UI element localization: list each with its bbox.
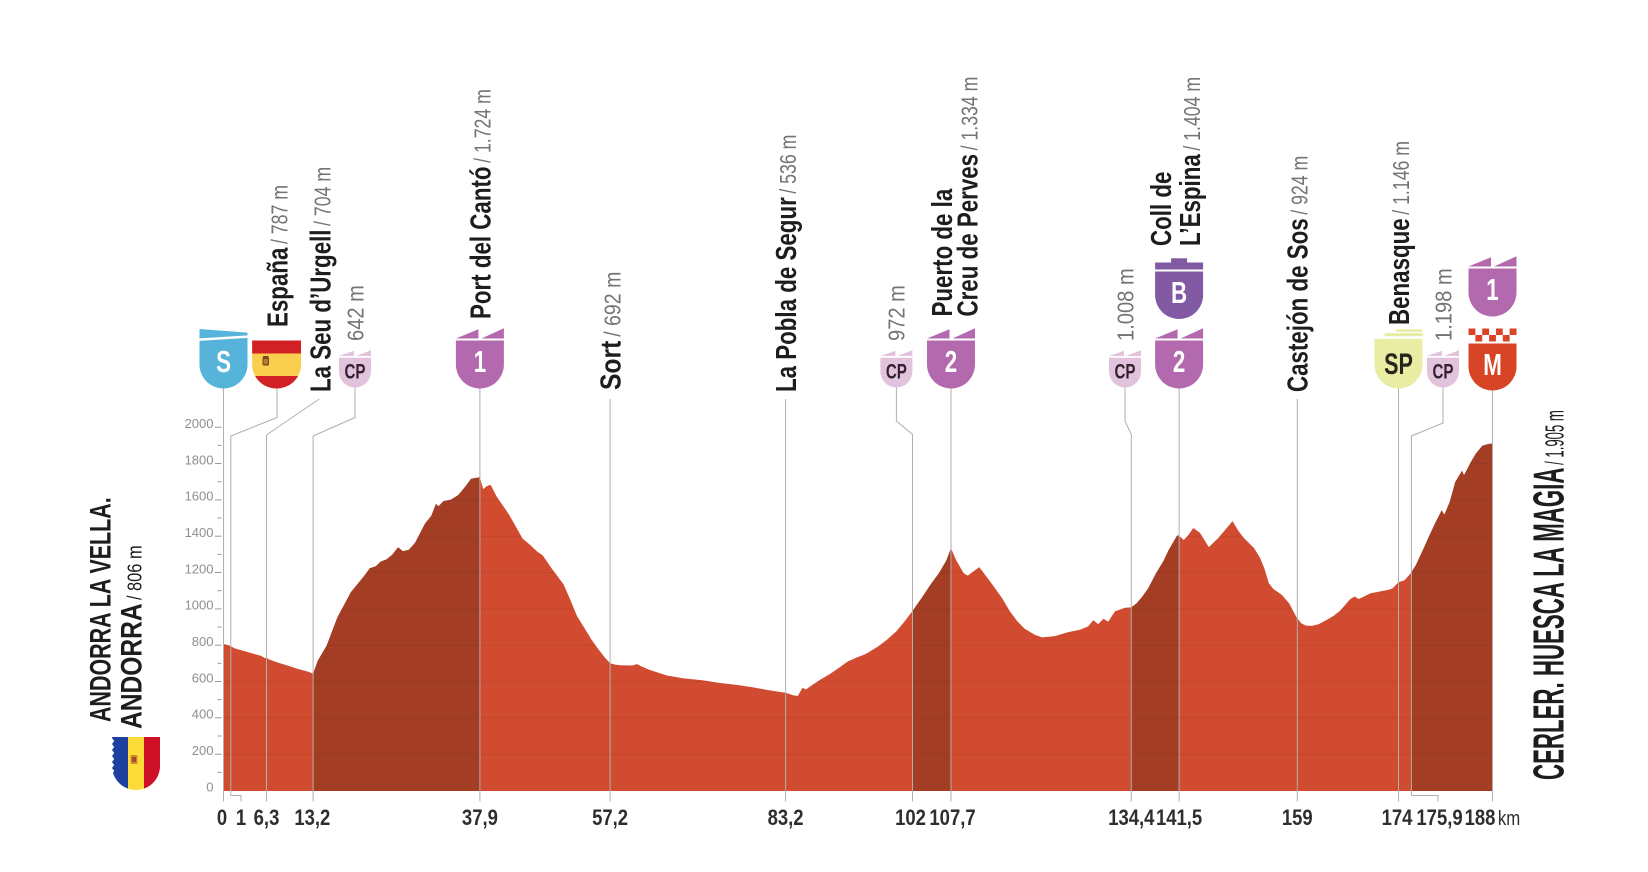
svg-text:La Seu d’Urgell / 704 m: La Seu d’Urgell / 704 m xyxy=(306,167,337,392)
svg-text:Benasque / 1.146 m: Benasque / 1.146 m xyxy=(1384,141,1415,325)
svg-text:642 m: 642 m xyxy=(342,285,369,341)
svg-text:107,7: 107,7 xyxy=(929,807,975,831)
svg-text:200: 200 xyxy=(192,743,214,758)
svg-text:CP: CP xyxy=(1433,359,1454,383)
svg-text:CP: CP xyxy=(345,359,366,383)
svg-text:La Pobla de Segur / 536 m: La Pobla de Segur / 536 m xyxy=(771,135,802,392)
svg-text:0: 0 xyxy=(217,807,227,831)
svg-text:102: 102 xyxy=(895,807,926,831)
svg-text:600: 600 xyxy=(192,670,214,685)
svg-text:M: M xyxy=(1483,347,1502,381)
svg-text:2: 2 xyxy=(1173,344,1185,378)
svg-text:175,9: 175,9 xyxy=(1416,807,1462,831)
svg-text:57,2: 57,2 xyxy=(592,807,628,831)
svg-text:134,4: 134,4 xyxy=(1108,807,1155,831)
svg-text:Sort / 692 m: Sort / 692 m xyxy=(595,272,627,390)
svg-text:Creu de Perves / 1.334 m: Creu de Perves / 1.334 m xyxy=(953,77,984,317)
svg-text:1000: 1000 xyxy=(185,598,214,613)
svg-text:1: 1 xyxy=(1486,272,1498,306)
svg-text:España / 787 m: España / 787 m xyxy=(263,185,294,327)
svg-text:1: 1 xyxy=(474,344,486,378)
svg-text:S: S xyxy=(216,344,231,378)
svg-text:83,2: 83,2 xyxy=(768,807,804,831)
svg-text:2: 2 xyxy=(945,344,957,378)
svg-text:37,9: 37,9 xyxy=(462,807,498,831)
svg-text:159: 159 xyxy=(1282,807,1313,831)
svg-text:800: 800 xyxy=(192,634,214,649)
svg-text:L’Espina / 1.404 m: L’Espina / 1.404 m xyxy=(1175,77,1206,246)
svg-text:972 m: 972 m xyxy=(883,285,910,341)
svg-text:km: km xyxy=(1498,807,1520,830)
svg-text:Puerto de la: Puerto de la xyxy=(927,188,958,316)
svg-text:Castejón de Sos / 924 m: Castejón de Sos / 924 m xyxy=(1283,156,1314,392)
svg-text:1400: 1400 xyxy=(185,525,214,540)
svg-text:1.008 m: 1.008 m xyxy=(1112,268,1139,341)
svg-text:188: 188 xyxy=(1465,807,1496,831)
svg-text:1.198 m: 1.198 m xyxy=(1430,268,1457,341)
svg-text:2000: 2000 xyxy=(185,416,214,431)
svg-text:0: 0 xyxy=(206,779,213,794)
svg-text:13,2: 13,2 xyxy=(294,807,330,831)
svg-text:CP: CP xyxy=(1115,359,1136,383)
svg-text:CP: CP xyxy=(886,359,907,383)
svg-text:174: 174 xyxy=(1382,807,1413,831)
svg-text:1: 1 xyxy=(236,807,246,831)
svg-text:B: B xyxy=(1171,275,1187,309)
svg-text:141,5: 141,5 xyxy=(1156,807,1202,831)
svg-text:6,3: 6,3 xyxy=(254,807,280,831)
svg-text:400: 400 xyxy=(192,707,214,722)
svg-text:1200: 1200 xyxy=(185,561,214,576)
svg-text:Coll de: Coll de xyxy=(1146,172,1177,246)
svg-text:1600: 1600 xyxy=(185,489,214,504)
svg-text:ANDORRA LA VELLA.: ANDORRA LA VELLA. xyxy=(83,497,118,722)
svg-text:Port del Cantó / 1.724 m: Port del Cantó / 1.724 m xyxy=(466,89,497,319)
svg-text:1800: 1800 xyxy=(185,452,214,467)
svg-text:SP: SP xyxy=(1384,346,1413,380)
svg-text:CERLER. HUESCA LA MAGIA / 1.90: CERLER. HUESCA LA MAGIA / 1.905 m xyxy=(1524,410,1573,780)
